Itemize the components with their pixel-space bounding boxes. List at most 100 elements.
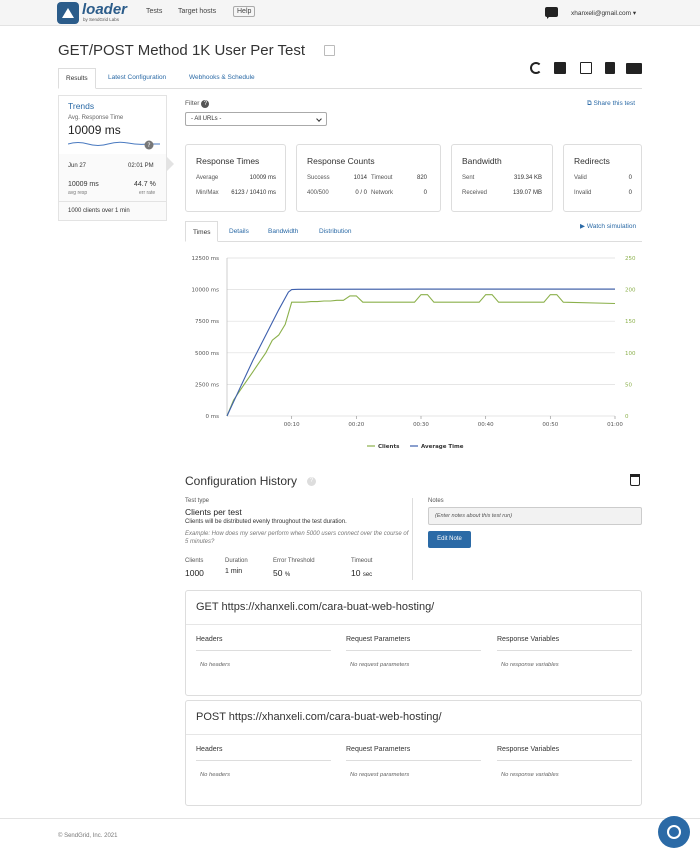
filter-text: Filter xyxy=(185,100,200,107)
edit-note-button[interactable]: Edit Note xyxy=(428,531,471,548)
legend-label: Clients xyxy=(378,444,400,450)
nav-target-hosts[interactable]: Target hosts xyxy=(178,8,217,15)
run-date[interactable]: Jun 27 xyxy=(68,163,87,169)
y-left-tick-label: 10000 ms xyxy=(192,288,220,294)
request-card-get: GET https://xhanxeli.com/cara-buat-web-h… xyxy=(185,590,642,696)
y-right-tick-label: 200 xyxy=(625,288,636,294)
y-right-tick-label: 100 xyxy=(625,351,636,357)
sidebar-pointer xyxy=(166,156,174,172)
nav-tests[interactable]: Tests xyxy=(146,8,163,15)
no-vars-text: No response variables xyxy=(501,662,559,668)
error-threshold-number: 50 xyxy=(273,568,283,578)
y-right-tick-label: 150 xyxy=(625,319,636,325)
top-navbar: loader by SendGrid Labs Tests Target hos… xyxy=(0,0,700,26)
y-left-tick-label: 12500 ms xyxy=(192,256,220,262)
series-line-clients xyxy=(226,294,616,417)
test-type-label: Test type xyxy=(185,498,210,504)
tab-times[interactable]: Times xyxy=(185,221,219,242)
tab-details[interactable]: Details xyxy=(229,228,249,235)
svg-text:?: ? xyxy=(147,142,150,149)
user-menu[interactable]: xhanxeli@gmail.com ▾ xyxy=(571,10,637,17)
sent-value: 319.34 KB xyxy=(513,175,542,181)
nav-help[interactable]: Help xyxy=(233,6,256,17)
bandwidth-card: Bandwidth Sent 319.34 KB Received 139.07… xyxy=(451,144,553,212)
sent-label: Sent xyxy=(462,175,475,181)
response-vars-heading: Response Variables xyxy=(497,636,632,651)
trash-icon[interactable] xyxy=(630,474,640,486)
help-lifebuoy-icon[interactable] xyxy=(658,816,690,848)
sidebar-divider xyxy=(59,201,166,202)
x-tick-label: 01:00 xyxy=(607,422,623,428)
logo[interactable]: loader by SendGrid Labs xyxy=(57,1,129,24)
y-left-tick-label: 7500 ms xyxy=(195,319,219,325)
document-icon[interactable] xyxy=(605,62,615,74)
tab-distribution[interactable]: Distribution xyxy=(319,228,352,235)
calendar-icon[interactable] xyxy=(554,62,566,74)
y-left-tick-label: 0 ms xyxy=(206,414,220,420)
watch-simulation-link[interactable]: ▶ Watch simulation xyxy=(580,223,637,230)
page-title: GET/POST Method 1K User Per Test xyxy=(58,42,306,59)
timeout-value: 10 sec xyxy=(351,568,372,578)
received-value: 139.07 MB xyxy=(512,190,542,196)
network-value: 0 xyxy=(423,190,427,196)
main-tabs: Results Latest Configuration Webhooks & … xyxy=(58,68,642,89)
error-threshold-value: 50 % xyxy=(273,568,290,578)
no-params-text: No request parameters xyxy=(350,662,410,668)
request-title: POST https://xhanxeli.com/cara-buat-web-… xyxy=(196,711,442,723)
tab-results[interactable]: Results xyxy=(58,68,96,89)
y-right-tick-label: 0 xyxy=(625,414,629,420)
error-threshold-unit: % xyxy=(284,572,291,578)
valid-value: 0 xyxy=(628,175,632,181)
trends-summary: Trends Avg. Response Time 10009 ms ? xyxy=(59,96,166,154)
test-type-example: Example: How does my server perform when… xyxy=(185,531,409,545)
x-tick-label: 00:10 xyxy=(284,422,300,428)
y-right-tick-label: 250 xyxy=(625,256,636,262)
folder-open-icon[interactable] xyxy=(626,63,642,74)
response-times-card: Response Times Average 10009 ms Min/Max … xyxy=(185,144,286,212)
x-tick-label: 00:40 xyxy=(478,422,494,428)
configuration-history-title: Configuration History xyxy=(185,474,298,488)
filter-help-icon[interactable]: ? xyxy=(201,100,210,108)
config-divider xyxy=(412,498,413,580)
minmax-label: Min/Max xyxy=(196,190,219,196)
success-value: 1014 xyxy=(353,175,367,181)
avg-response-label: Avg. Response Time xyxy=(68,115,124,121)
legend-label: Average Time xyxy=(421,444,464,450)
trends-link[interactable]: Trends xyxy=(68,101,95,111)
edit-title-icon[interactable] xyxy=(324,45,335,56)
edit-icon[interactable] xyxy=(580,62,592,74)
response-time-chart: 0 ms 0 2500 ms 50 5000 ms 100 7500 ms 150 10000 … xyxy=(192,256,636,450)
redirects-card: Redirects Valid 0 Invalid 0 xyxy=(563,144,642,212)
error-threshold-label: Error Threshold xyxy=(273,558,315,564)
chart-tabs: Times Details Bandwidth Distribution xyxy=(185,221,642,242)
run-err: 44.7 % xyxy=(134,181,156,188)
clients-value: 1000 xyxy=(185,568,204,578)
timeout-label: Timeout xyxy=(371,175,393,181)
trends-sidebar: Trends Avg. Response Time 10009 ms ? Jun… xyxy=(58,95,174,221)
url-filter-select[interactable]: - All URLs - xyxy=(185,112,327,126)
user-email: xhanxeli@gmail.com xyxy=(571,10,632,17)
avg-response-value: 10009 ms xyxy=(68,123,121,137)
chat-icon[interactable] xyxy=(545,7,558,19)
request-card-post: POST https://xhanxeli.com/cara-buat-web-… xyxy=(185,700,642,806)
response-vars-heading: Response Variables xyxy=(497,746,632,761)
network-label: Network xyxy=(371,190,394,196)
tab-latest-configuration[interactable]: Latest Configuration xyxy=(108,74,167,81)
invalid-value: 0 xyxy=(628,190,632,196)
logo-text: loader xyxy=(82,1,128,18)
average-label: Average xyxy=(196,175,219,181)
duration-value: 1 min xyxy=(225,568,243,575)
clients-label: Clients xyxy=(185,558,204,564)
run-time: 02:01 PM xyxy=(128,163,154,169)
copyright: © SendGrid, Inc. 2021 xyxy=(58,833,118,839)
refresh-icon[interactable] xyxy=(530,62,542,74)
tab-webhooks-schedule[interactable]: Webhooks & Schedule xyxy=(189,74,255,81)
share-link[interactable]: ⧉ Share this test xyxy=(587,100,636,107)
headers-heading: Headers xyxy=(196,636,331,651)
notes-input[interactable]: (Enter notes about this test run) xyxy=(428,507,642,525)
tab-bandwidth[interactable]: Bandwidth xyxy=(268,228,299,235)
run-clients: 1000 clients over 1 min xyxy=(68,208,130,214)
y-right-tick-label: 50 xyxy=(625,382,632,388)
test-type-value: Clients per test xyxy=(185,507,242,517)
config-help-icon[interactable]: ? xyxy=(307,477,316,486)
